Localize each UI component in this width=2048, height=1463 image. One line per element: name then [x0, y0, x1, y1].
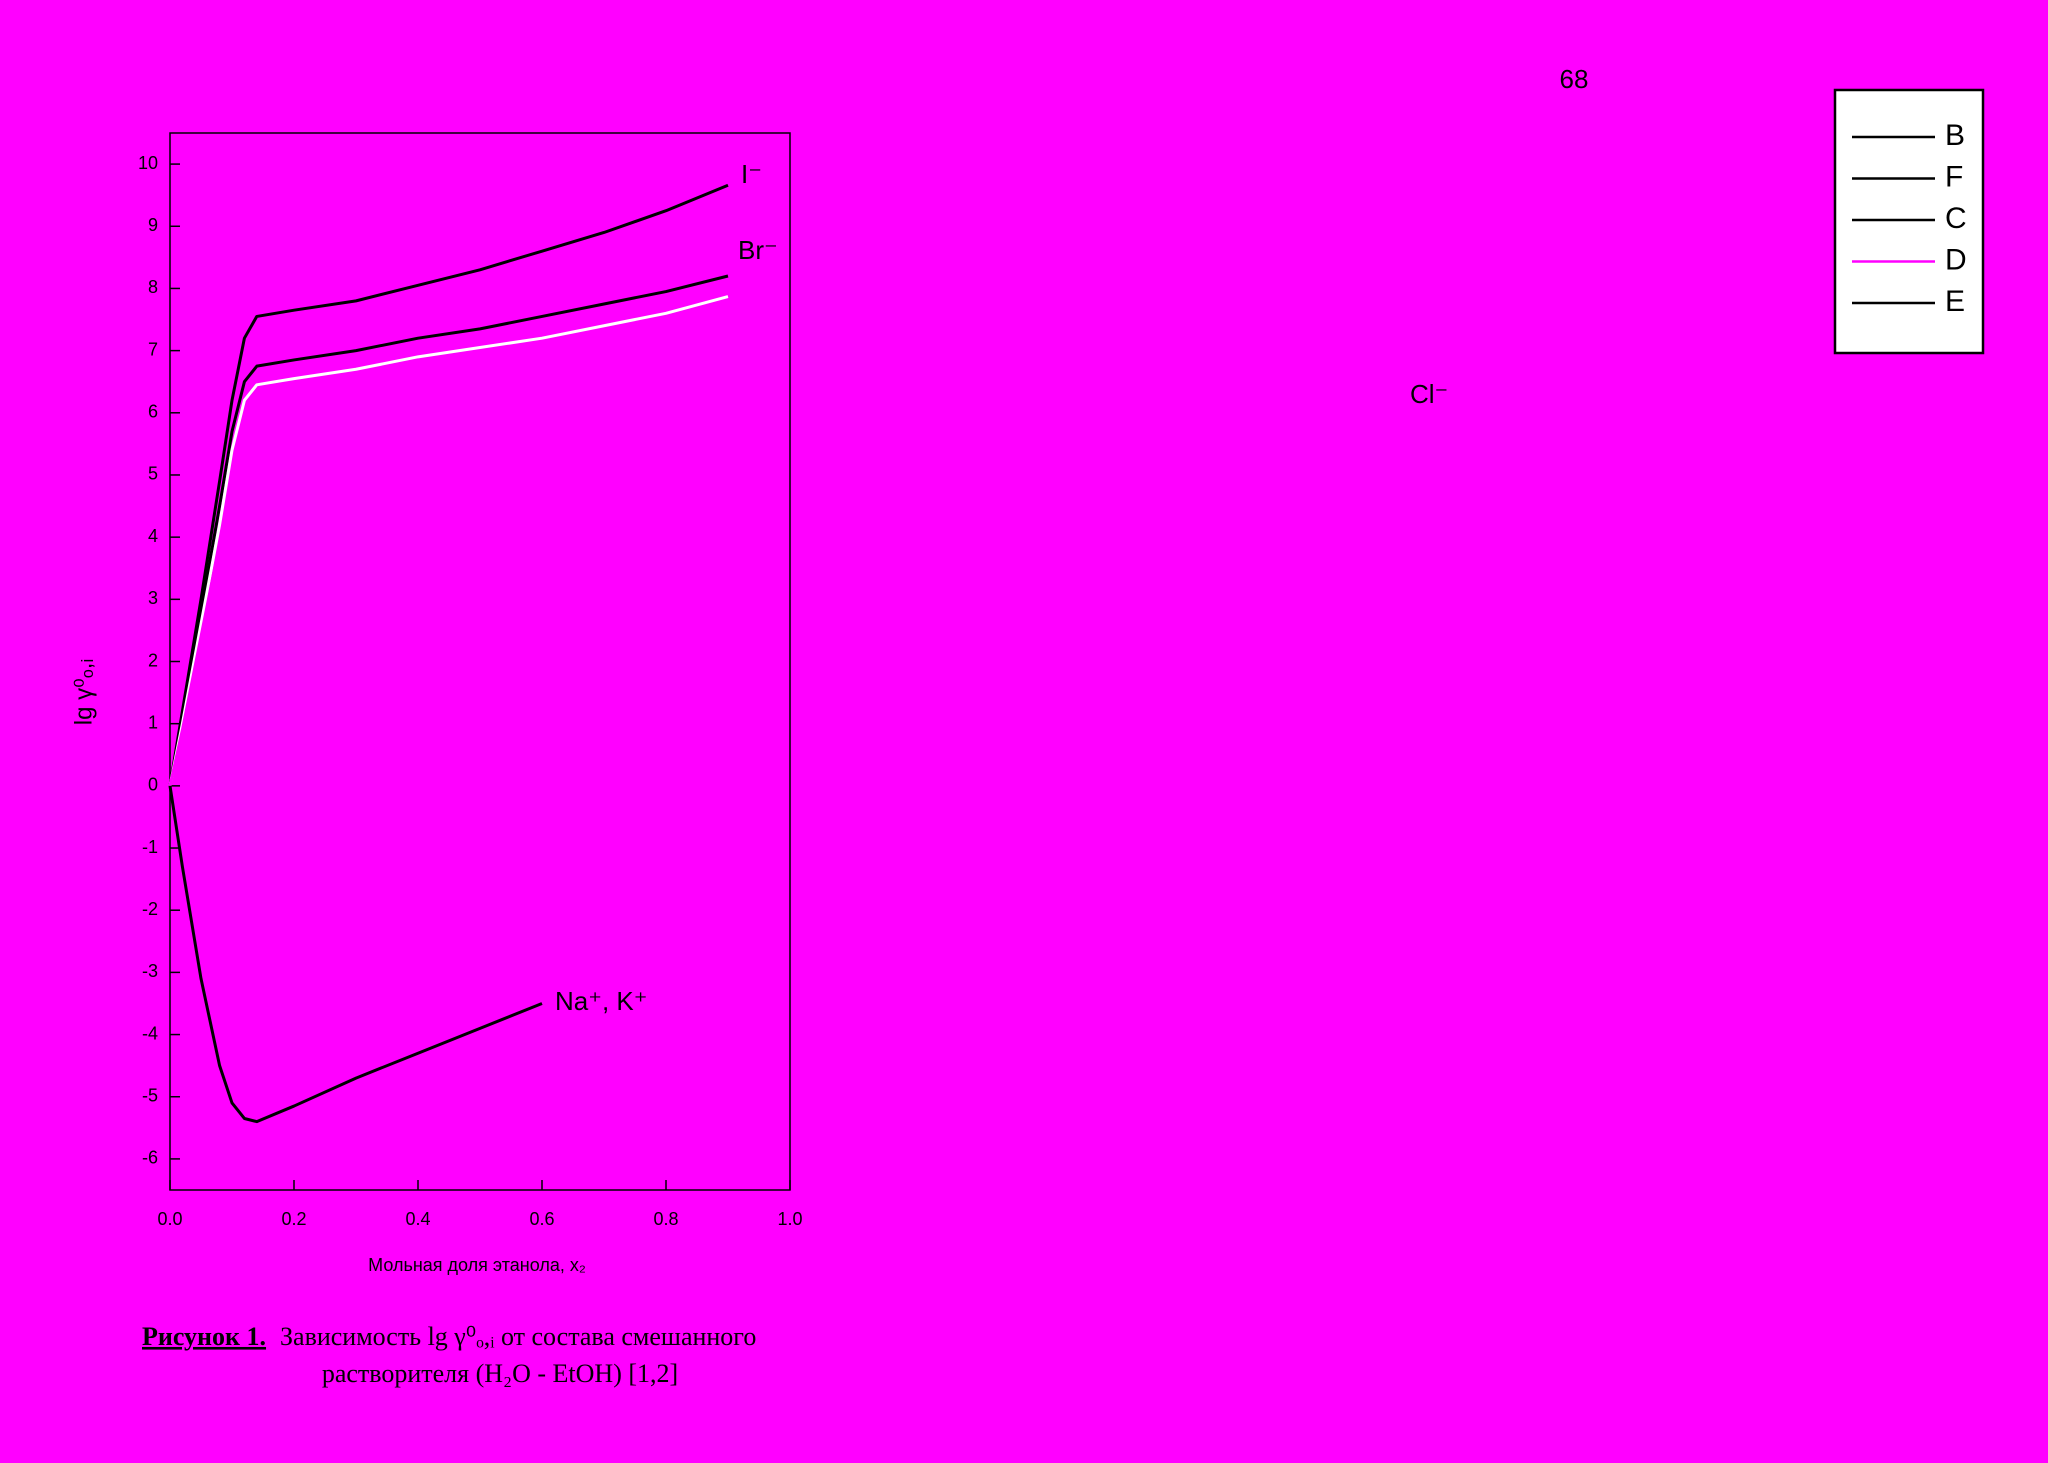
x-tick-label: 0.8 [653, 1209, 678, 1229]
caption-line: Зависимость lg γ⁰ₒ,ᵢ от состава смешанно… [280, 1322, 756, 1351]
series-line [168, 324, 729, 787]
y-tick-label: -2 [142, 899, 158, 919]
series-line [168, 183, 729, 787]
y-tick-label: 0 [148, 775, 158, 795]
y-tick-label: -6 [142, 1148, 158, 1168]
legend-label: E [1945, 285, 1965, 318]
x-axis-label: Мольная доля этанола, x₂ [368, 1255, 586, 1275]
y-tick-label: 7 [148, 339, 158, 359]
legend-label: B [1945, 119, 1965, 152]
y-tick-label: 1 [148, 712, 158, 732]
annotation: Na⁺, K⁺ [555, 986, 647, 1016]
series-line [168, 274, 729, 787]
y-tick-label: 9 [148, 215, 158, 235]
annotation: Cl⁻ [1410, 379, 1448, 409]
x-tick-label: 1.0 [777, 1209, 802, 1229]
y-tick-label: 6 [148, 402, 158, 422]
y-tick-label: 4 [148, 526, 158, 546]
x-tick-label: 0.0 [157, 1209, 182, 1229]
y-tick-label: 5 [148, 464, 158, 484]
caption-line: растворителя (H₂O - EtOH) [1,2] [322, 1359, 678, 1388]
y-tick-label: 8 [148, 277, 158, 297]
x-tick-label: 0.6 [529, 1209, 554, 1229]
legend-label: C [1945, 202, 1967, 235]
series-line [168, 785, 543, 1124]
y-tick-label: 10 [138, 153, 158, 173]
caption-label: Рисунок 1. [142, 1322, 266, 1351]
page-number: 68 [1560, 64, 1589, 94]
plot-frame [169, 132, 791, 1191]
x-tick-label: 0.4 [405, 1209, 430, 1229]
y-tick-label: -3 [142, 961, 158, 981]
series-line [168, 295, 729, 787]
legend-label: D [1945, 243, 1967, 276]
x-tick-label: 0.2 [281, 1209, 306, 1229]
y-tick-label: 2 [148, 650, 158, 670]
legend-label: F [1945, 160, 1963, 193]
annotation: Br⁻ [738, 235, 778, 265]
y-tick-label: -5 [142, 1085, 158, 1105]
y-tick-label: 3 [148, 588, 158, 608]
y-tick-label: -4 [142, 1023, 158, 1043]
y-tick-label: -1 [142, 837, 158, 857]
annotation: I⁻ [741, 159, 762, 189]
legend-box [1833, 88, 1985, 355]
y-axis-label: lg γ⁰ₒ,ᵢ [70, 659, 97, 725]
